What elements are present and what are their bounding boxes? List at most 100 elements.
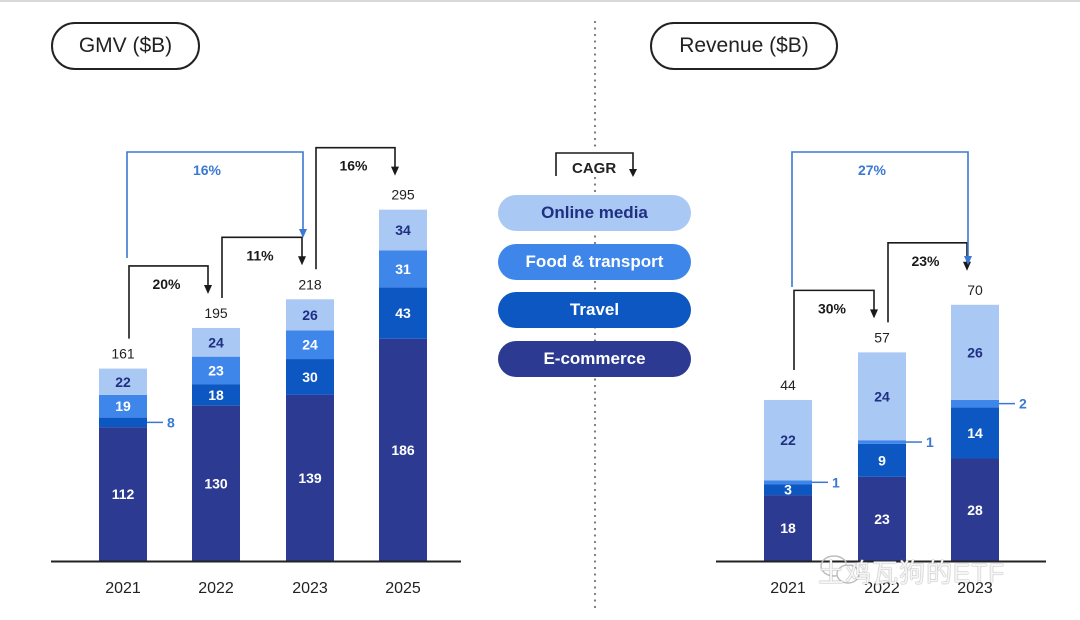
divider-dot [593, 241, 597, 245]
revenue-bar-segment-travel [951, 407, 999, 459]
revenue-callout-label: 1 [926, 434, 934, 450]
divider-dot [593, 436, 597, 440]
legend-online-media: Online media [498, 195, 691, 231]
revenue-x-tick-label: 2022 [864, 580, 900, 597]
revenue-segment-label: 18 [780, 520, 796, 536]
divider-dot [593, 527, 597, 531]
revenue-callout-label: 1 [832, 474, 840, 490]
divider-dot [593, 72, 597, 76]
divider-dot [593, 605, 597, 609]
divider-dot [593, 384, 597, 388]
divider-dot [593, 599, 597, 602]
divider-dot [593, 560, 597, 563]
gmv-segment-label: 31 [395, 261, 411, 277]
gmv-cagr-arrowhead [298, 256, 306, 266]
revenue-cagr-label: 30% [818, 300, 847, 316]
divider-dot [593, 579, 597, 583]
divider-dot [593, 85, 597, 89]
legend-travel: Travel [498, 292, 691, 328]
gmv-bar-segment-online_media [99, 368, 147, 395]
divider-dot [593, 553, 597, 557]
divider-dot [593, 410, 597, 414]
divider-dot [593, 40, 597, 43]
divider-dot [593, 540, 597, 544]
divider-dot [593, 79, 597, 82]
divider-dot [593, 378, 597, 381]
divider-dot [593, 482, 597, 485]
gmv-cagr-label: 11% [246, 247, 274, 263]
gmv-segment-label: 186 [391, 442, 415, 458]
divider-dot [593, 423, 597, 427]
divider-dot [593, 118, 597, 121]
legend-cagr-bracket [555, 152, 634, 176]
revenue-cagr-arrowhead [963, 261, 971, 271]
gmv-total-label: 218 [298, 276, 322, 292]
divider-dot [593, 475, 597, 479]
gmv-segment-label: 139 [298, 470, 322, 486]
revenue-segment-label: 26 [967, 344, 983, 360]
divider-dot [593, 508, 597, 511]
divider-dot [593, 430, 597, 433]
gmv-cagr-label: 16% [193, 162, 222, 178]
gmv-segment-label: 30 [302, 369, 318, 385]
gmv-bar-segment-online_media [286, 299, 334, 331]
revenue-cagr-arrow [887, 242, 968, 323]
revenue-bar-segment-online_media [951, 304, 999, 400]
gmv-total-label: 161 [111, 346, 135, 362]
gmv-callout-label: 8 [167, 414, 175, 430]
divider-dot [593, 462, 597, 466]
divider-dot [593, 488, 597, 492]
divider-dot [593, 189, 597, 193]
divider-dot [593, 20, 597, 24]
divider-dot [593, 176, 597, 180]
gmv-chart-title: GMV ($B) [51, 22, 200, 70]
divider-dot [593, 547, 597, 550]
revenue-cagr-arrow [791, 151, 969, 287]
gmv-cagr-label: 16% [339, 158, 368, 174]
revenue-bar-segment-travel [858, 443, 906, 477]
revenue-bar-segment-food_transport [858, 440, 906, 444]
divider-dot [593, 566, 597, 570]
divider-dot [593, 501, 597, 505]
divider-dot [593, 131, 597, 134]
divider-dot [593, 404, 597, 407]
divider-dot [593, 495, 597, 498]
gmv-x-tick-label: 2021 [105, 580, 141, 597]
legend-cagr-label: CAGR [572, 160, 617, 177]
gmv-bar-segment-travel [99, 417, 147, 428]
divider-dot [593, 144, 597, 147]
gmv-x-tick-label: 2023 [292, 580, 328, 597]
revenue-bar-segment-online_media [858, 352, 906, 441]
divider-dot [593, 92, 597, 95]
revenue-bar-segment-ecommerce [764, 495, 812, 561]
divider-dot [593, 59, 597, 63]
divider-dot [593, 27, 597, 30]
gmv-bar-segment-travel [379, 287, 427, 339]
legend-ecommerce: E-commerce [498, 341, 691, 377]
gmv-bar-segment-ecommerce [99, 427, 147, 561]
gmv-bar-segment-travel [286, 359, 334, 395]
divider-dot [593, 137, 597, 141]
gmv-segment-label: 34 [395, 222, 411, 238]
gmv-total-label: 195 [204, 305, 228, 321]
divider-dot [593, 586, 597, 589]
revenue-x-tick-label: 2021 [770, 580, 806, 597]
divider-dot [593, 235, 597, 238]
gmv-cagr-arrow [126, 151, 304, 258]
gmv-segment-label: 43 [395, 305, 411, 321]
divider-dot [593, 417, 597, 420]
gmv-bar-segment-travel [192, 384, 240, 406]
gmv-bar-segment-food_transport [192, 356, 240, 385]
gmv-bar-segment-ecommerce [192, 405, 240, 561]
gmv-cagr-arrowhead [391, 166, 399, 176]
revenue-segment-label: 14 [967, 425, 983, 441]
gmv-cagr-arrow [315, 146, 396, 270]
revenue-total-label: 70 [967, 282, 983, 298]
gmv-segment-label: 19 [115, 398, 131, 414]
gmv-segment-label: 22 [115, 374, 131, 390]
gmv-bar-segment-food_transport [379, 250, 427, 288]
gmv-bar-segment-online_media [192, 327, 240, 357]
gmv-segment-label: 23 [208, 362, 224, 378]
divider-dot [593, 105, 597, 108]
divider-dot [593, 514, 597, 518]
